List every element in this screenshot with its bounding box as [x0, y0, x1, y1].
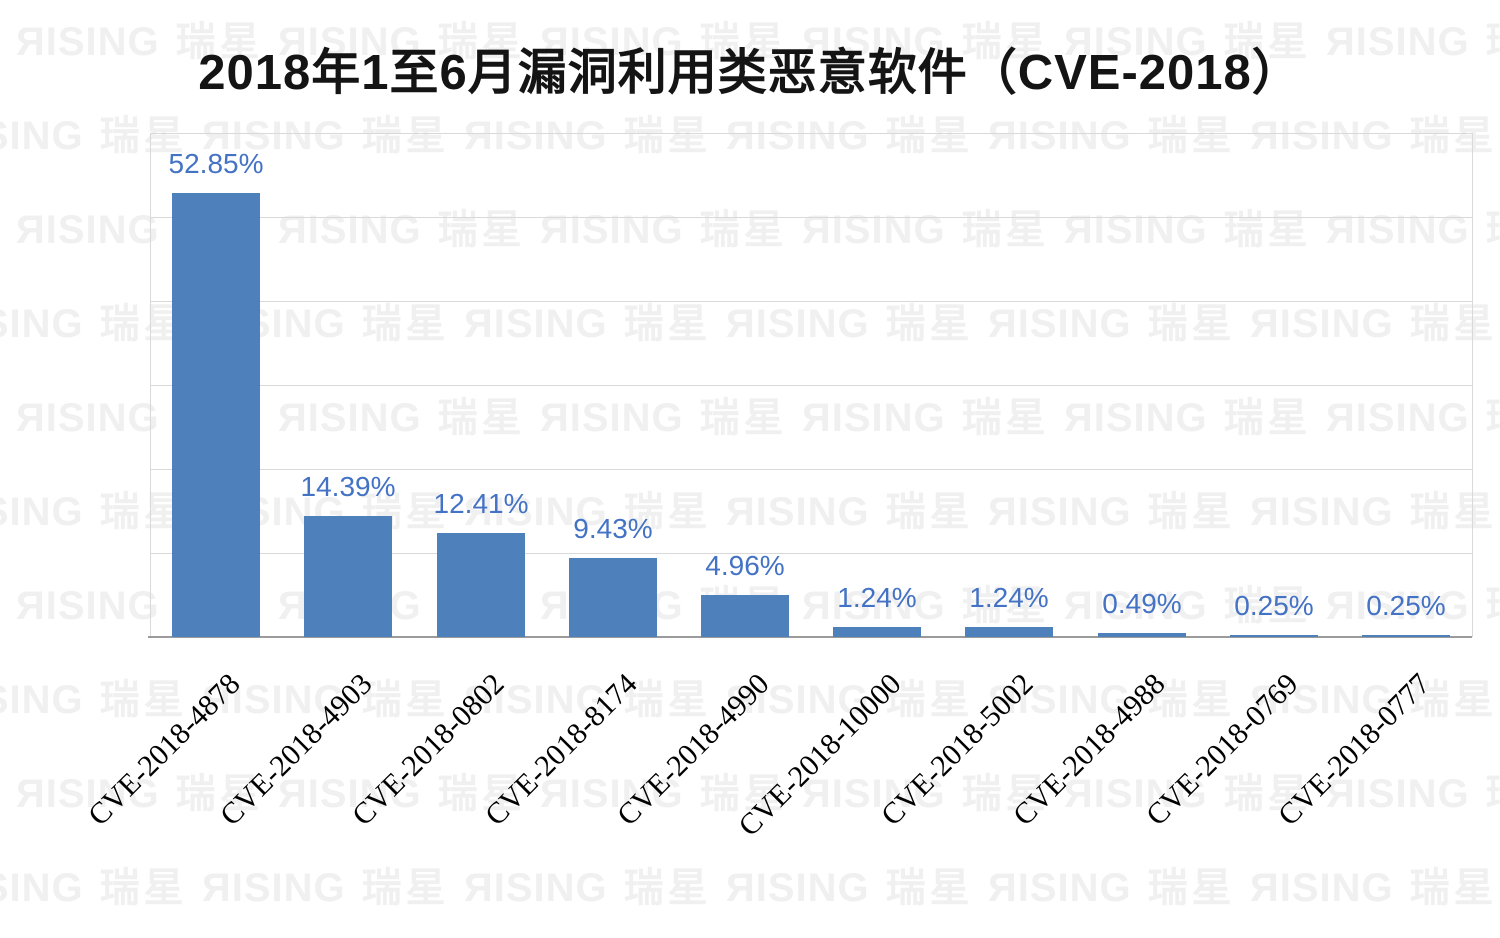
value-label: 12.41%: [433, 488, 529, 519]
bar-CVE-2018-4903: [304, 516, 392, 637]
value-label: 0.25%: [1366, 590, 1446, 621]
bar-CVE-2018-4990: [701, 595, 789, 637]
gridline: [150, 217, 1472, 218]
value-label: 9.43%: [573, 513, 653, 544]
bar-CVE-2018-0802: [437, 533, 525, 637]
chart-title: 2018年1至6月漏洞利用类恶意软件（CVE-2018）: [198, 46, 1302, 100]
bar-CVE-2018-10000: [833, 627, 921, 637]
y-axis-line: [150, 133, 151, 637]
bar-CVE-2018-8174: [569, 558, 657, 637]
gridline: [150, 301, 1472, 302]
gridline: [150, 385, 1472, 386]
value-label: 0.49%: [1102, 588, 1182, 619]
gridline: [150, 553, 1472, 554]
bar-CVE-2018-4988: [1098, 633, 1186, 637]
value-label: 1.24%: [969, 582, 1049, 613]
value-label: 0.25%: [1234, 590, 1314, 621]
value-label: 14.39%: [300, 471, 396, 502]
gridline: [150, 469, 1472, 470]
bar-CVE-2018-0769: [1230, 635, 1318, 637]
x-axis-line: [148, 636, 1472, 638]
value-label: 4.96%: [705, 550, 785, 581]
bar-CVE-2018-0777: [1362, 635, 1450, 637]
plot-right-border: [1472, 133, 1473, 637]
value-label: 52.85%: [168, 148, 264, 179]
bar-CVE-2018-5002: [965, 627, 1053, 637]
value-label: 1.24%: [837, 582, 917, 613]
bar-CVE-2018-4878: [172, 193, 260, 637]
gridline: [150, 133, 1472, 134]
